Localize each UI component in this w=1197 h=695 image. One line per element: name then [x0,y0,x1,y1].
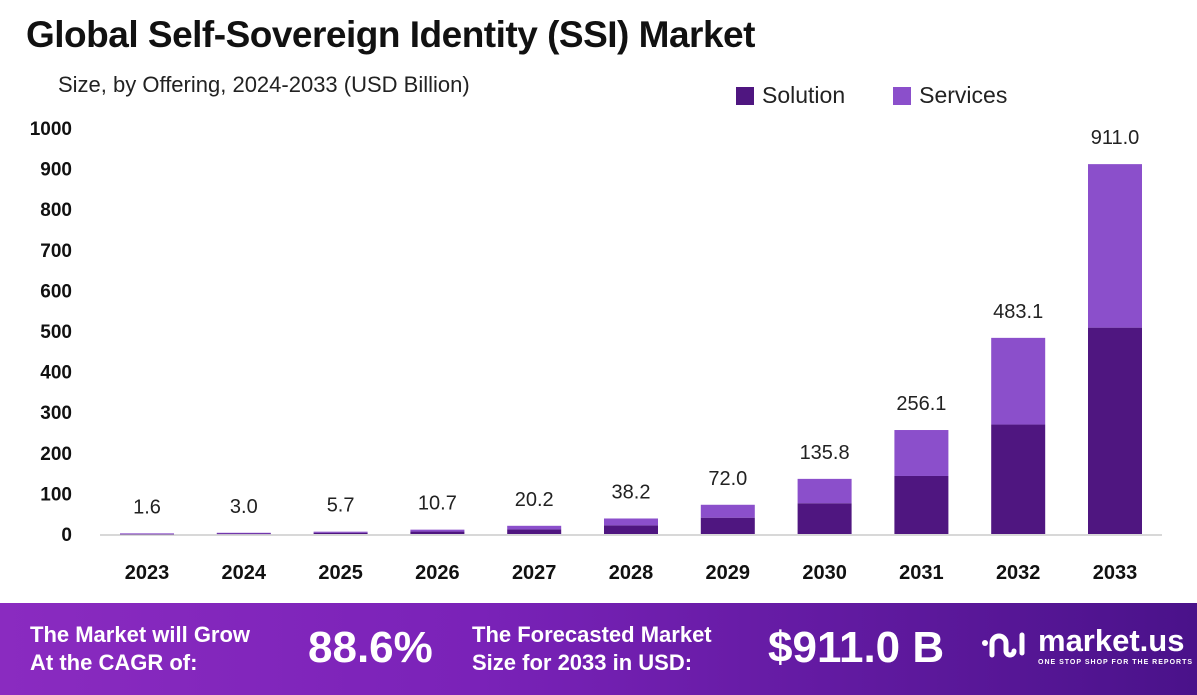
y-tick-label: 300 [40,403,72,424]
bar-solution-2026 [410,531,465,534]
x-tick-label-2025: 2025 [318,562,363,584]
cagr-label-line2: At the CAGR of: [30,650,198,675]
forecast-label-line2: Size for 2033 in USD: [472,650,693,675]
x-tick-label-2032: 2032 [996,562,1041,584]
bar-services-2029 [700,504,755,518]
y-tick-label: 0 [61,525,72,546]
logo-tagline: ONE STOP SHOP FOR THE REPORTS [1038,659,1194,666]
x-tick-label-2026: 2026 [415,562,460,584]
forecast-label-line1: The Forecasted Market [472,622,712,647]
x-tick-label-2023: 2023 [125,562,170,584]
logo-name: market.us [1038,623,1185,658]
cagr-label-line1: The Market will Grow [30,622,251,647]
bar-services-2031 [894,430,949,476]
legend: Solution Services [736,82,1007,109]
legend-swatch-solution [736,86,754,105]
bar-solution-2028 [604,525,658,534]
cagr-label: The Market will Grow At the CAGR of: [30,621,250,677]
market-us-logo: market.us ONE STOP SHOP FOR THE REPORTS [980,623,1193,666]
data-label-2025: 5.7 [327,495,355,517]
x-tick-label-2027: 2027 [512,562,557,584]
data-label-2032: 483.1 [993,301,1043,323]
data-label-2029: 72.0 [708,468,747,490]
x-tick-label-2029: 2029 [706,562,751,584]
y-tick-label: 1000 [30,119,72,140]
data-label-2028: 38.2 [612,481,651,503]
data-label-2031: 256.1 [896,393,946,415]
x-tick-label-2030: 2030 [802,562,847,584]
forecast-label: The Forecasted Market Size for 2033 in U… [472,621,712,677]
y-tick-label: 800 [40,200,72,221]
x-tick-label-2031: 2031 [899,562,944,584]
data-label-2030: 135.8 [800,442,850,464]
bar-services-2033 [1088,164,1142,328]
bar-solution-2032 [991,424,1046,534]
bar-services-2027 [507,525,562,530]
bar-solution-2033 [1088,327,1142,534]
bar-services-2023 [120,533,174,535]
bar-solution-2027 [507,529,562,534]
y-tick-label: 700 [40,241,72,262]
y-tick-label: 900 [40,160,72,181]
x-tick-label-2033: 2033 [1093,562,1138,584]
data-label-2033: 911.0 [1091,127,1140,149]
data-label-2026: 10.7 [418,493,457,515]
forecast-value: $911.0 B [768,623,945,672]
bar-solution-2031 [894,475,949,534]
logo-mark-icon [982,632,1025,657]
bar-services-2025 [313,531,368,533]
chart-subtitle: Size, by Offering, 2024-2033 (USD Billio… [58,72,470,97]
bar-solution-2025 [313,532,368,534]
y-tick-label: 400 [40,363,72,384]
bar-services-2028 [604,518,658,526]
data-label-2027: 20.2 [515,489,554,511]
bar-services-2024 [216,532,271,534]
footer-banner: The Market will Grow At the CAGR of: 88.… [0,603,1197,695]
bar-chart: 0 100 200 300 400 500 600 700 800 900 1000 1.6 2023 3… [30,119,1162,584]
bar-services-2030 [797,478,852,504]
bar-services-2032 [991,337,1046,425]
legend-label-services: Services [919,82,1008,108]
x-tick-label-2024: 2024 [222,562,267,584]
chart-title: Global Self-Sovereign Identity (SSI) Mar… [26,14,755,55]
legend-swatch-services [893,86,912,105]
data-label-2024: 3.0 [230,496,258,518]
y-tick-label: 500 [40,322,72,343]
bar-solution-2029 [700,517,755,534]
y-tick-label: 600 [40,281,72,302]
y-tick-label: 100 [40,484,72,505]
legend-label-solution: Solution [762,82,846,108]
bar-services-2026 [410,529,465,532]
cagr-value: 88.6% [308,623,433,672]
data-label-2023: 1.6 [133,496,161,518]
x-tick-label-2028: 2028 [609,562,654,584]
y-tick-label: 200 [40,444,72,465]
bar-solution-2024 [216,533,271,535]
legend-item-services: Services [893,82,1007,109]
legend-item-solution: Solution [736,82,845,109]
bar-solution-2030 [797,503,852,534]
